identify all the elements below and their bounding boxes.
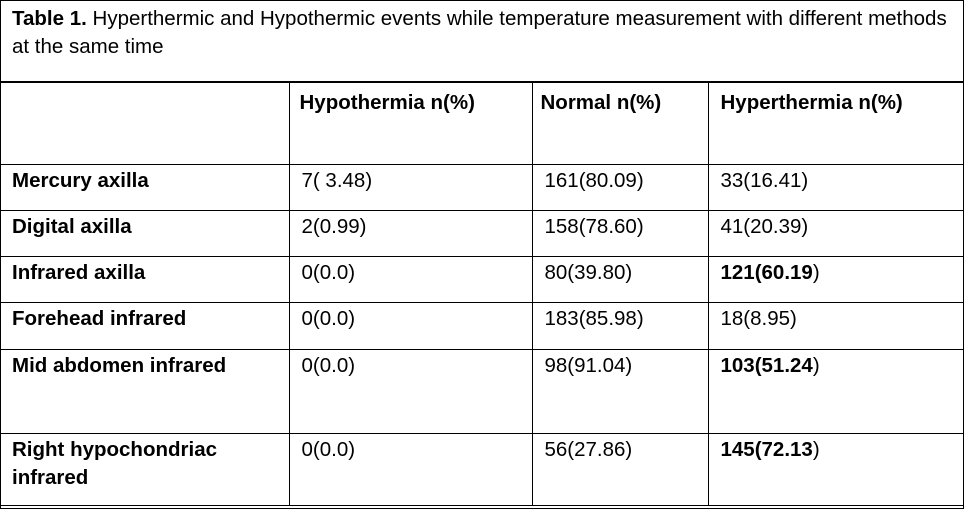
- hyperthermia-value: 145(72.13: [720, 438, 813, 461]
- header-cell-hyperthermia: Hyperthermia n(%): [707, 82, 964, 165]
- method-cell: Mercury axilla: [0, 164, 290, 211]
- table-row: Forehead infrared 0(0.0) 183(85.98) 18(8…: [0, 302, 964, 350]
- hyperthermia-close: ): [812, 261, 820, 284]
- normal-cell: 56(27.86): [531, 433, 709, 506]
- caption-label: Table 1.: [12, 7, 87, 30]
- table-row: Mid abdomen infrared 0(0.0) 98(91.04) 10…: [0, 349, 964, 434]
- method-cell: Mid abdomen infrared: [0, 349, 290, 434]
- hypothermia-cell: 7( 3.48): [288, 164, 533, 211]
- method-cell: Infrared axilla: [0, 256, 290, 303]
- table-row: Digital axilla 2(0.99) 158(78.60) 41(20.…: [0, 210, 964, 257]
- header-row: Hypothermia n(%) Normal n(%) Hyperthermi…: [0, 82, 964, 165]
- hyperthermia-cell: 18(8.95): [707, 302, 964, 350]
- normal-cell: 183(85.98): [531, 302, 709, 350]
- table-row: Right hypochondriac infrared 0(0.0) 56(2…: [0, 433, 964, 506]
- hyperthermia-cell: 103(51.24): [707, 349, 964, 434]
- header-cell-empty: [0, 82, 290, 165]
- hyperthermia-cell: 33(16.41): [707, 164, 964, 211]
- method-cell: Forehead infrared: [0, 302, 290, 350]
- hypothermia-cell: 0(0.0): [288, 256, 533, 303]
- method-cell: Digital axilla: [0, 210, 290, 257]
- hyperthermia-cell: 41(20.39): [707, 210, 964, 257]
- hyperthermia-close: ): [812, 354, 820, 377]
- hyperthermia-value: 33(16.41): [720, 169, 809, 192]
- hyperthermia-value: 41(20.39): [720, 215, 809, 238]
- normal-cell: 98(91.04): [531, 349, 709, 434]
- hyperthermia-value: 18(8.95): [720, 307, 797, 330]
- hyperthermia-value: 103(51.24: [720, 354, 813, 377]
- hypothermia-cell: 0(0.0): [288, 349, 533, 434]
- normal-cell: 161(80.09): [531, 164, 709, 211]
- hypothermia-cell: 0(0.0): [288, 302, 533, 350]
- method-cell: Right hypochondriac infrared: [0, 433, 290, 506]
- table-row: Mercury axilla 7( 3.48) 161(80.09) 33(16…: [0, 164, 964, 211]
- hyperthermia-cell: 121(60.19): [707, 256, 964, 303]
- header-cell-hypothermia: Hypothermia n(%): [288, 82, 533, 165]
- hyperthermia-cell: 145(72.13): [707, 433, 964, 506]
- table-caption: Table 1. Hyperthermic and Hypothermic ev…: [0, 0, 964, 82]
- hyperthermia-value: 121(60.19: [720, 261, 813, 284]
- hypothermia-cell: 2(0.99): [288, 210, 533, 257]
- normal-cell: 158(78.60): [531, 210, 709, 257]
- caption-text: Hyperthermic and Hypothermic events whil…: [12, 7, 947, 58]
- hyperthermia-close: ): [812, 438, 820, 461]
- data-table: Hypothermia n(%) Normal n(%) Hyperthermi…: [0, 82, 964, 506]
- normal-cell: 80(39.80): [531, 256, 709, 303]
- table-row: Infrared axilla 0(0.0) 80(39.80) 121(60.…: [0, 256, 964, 303]
- hypothermia-cell: 0(0.0): [288, 433, 533, 506]
- header-cell-normal: Normal n(%): [531, 82, 709, 165]
